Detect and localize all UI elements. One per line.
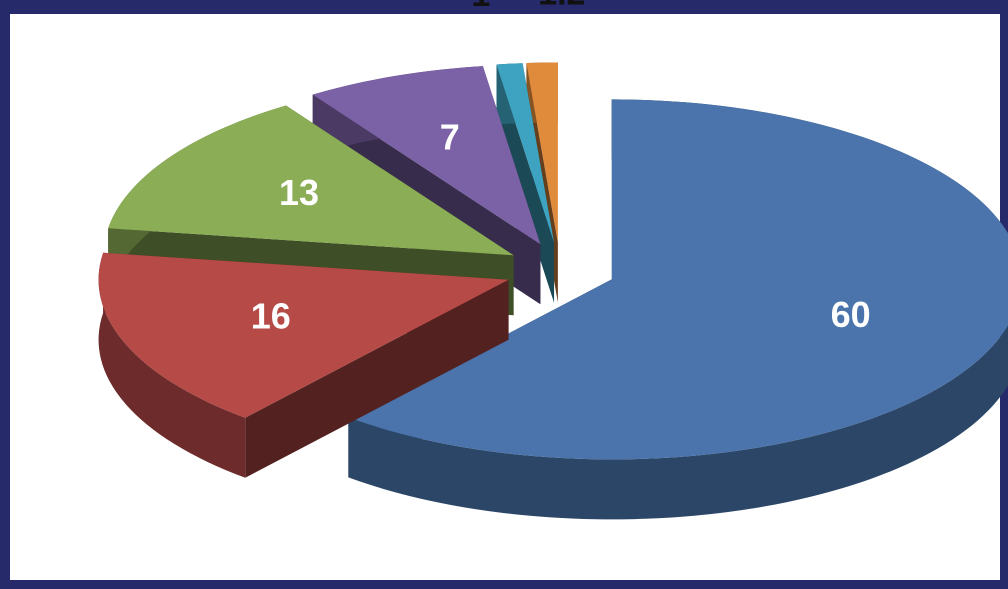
data-label: 7: [440, 117, 460, 158]
slice-rim: [348, 99, 1008, 520]
slice: [312, 66, 541, 245]
slice: [108, 105, 514, 256]
slice-rim: [98, 252, 246, 478]
slice: [496, 63, 555, 243]
slice: [526, 62, 558, 243]
slice: [348, 99, 1008, 460]
data-label: 1: [471, 0, 490, 14]
data-label: 16: [251, 296, 291, 337]
data-label: 60: [831, 294, 871, 335]
slice: [98, 252, 509, 418]
data-label: 1.2: [538, 0, 585, 13]
data-label: 13: [279, 172, 319, 213]
